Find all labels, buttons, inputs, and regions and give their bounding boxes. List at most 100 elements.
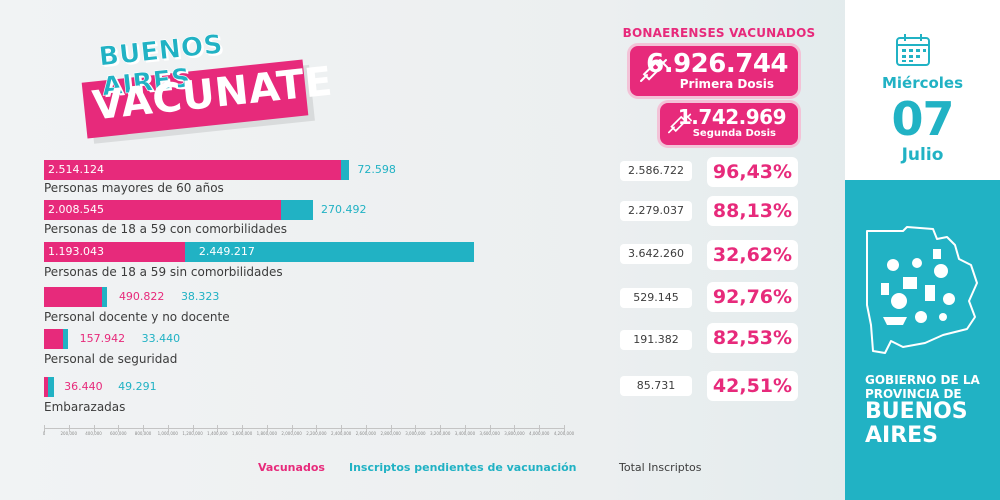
x-axis-tick-label: 3,200,000	[430, 431, 451, 436]
coverage-percentage: 32,62%	[707, 240, 798, 270]
x-axis-tick	[44, 425, 45, 432]
government-line3: BUENOS	[865, 399, 968, 424]
x-axis-tick-label: 1,000,000	[157, 431, 178, 436]
date-day: 07	[891, 92, 954, 146]
x-axis-tick-label: 2,000,000	[281, 431, 302, 436]
bar-label-vaccinated: 1.193.043	[48, 245, 104, 258]
date-weekday: Miércoles	[881, 74, 964, 92]
bar-label-pending: 270.492	[321, 203, 367, 216]
legend-pending: Inscriptos pendientes de vacunación	[349, 461, 577, 474]
x-axis-line	[44, 428, 564, 429]
total-inscribed-value: 191.382	[620, 330, 692, 350]
bar-segment-pending	[281, 200, 314, 220]
x-axis-tick	[143, 425, 145, 432]
bar-label-vaccinated: 157.942	[79, 332, 126, 345]
government-panel: GOBIERNO DE LA PROVINCIA DE BUENOS AIRES	[845, 180, 1000, 500]
government-name-small: GOBIERNO DE LA PROVINCIA DE	[865, 373, 980, 401]
x-axis-tick-label: 3,000,000	[405, 431, 426, 436]
x-axis-tick-label: 2,400,000	[330, 431, 352, 436]
bar-segment-vaccinated	[44, 329, 63, 349]
bar-segment-pending	[62, 329, 68, 349]
x-axis-tick	[415, 425, 417, 432]
bar-label-vaccinated: 36.440	[64, 380, 103, 393]
x-axis-tick-label: 1,200,000	[182, 431, 203, 436]
x-axis-tick-label: 1,800,000	[256, 431, 278, 436]
x-axis-tick-label: 1,600,000	[231, 431, 253, 436]
category-label: Personal de seguridad	[44, 352, 178, 366]
x-axis-tick	[291, 425, 293, 432]
coverage-percentage: 92,76%	[707, 282, 798, 312]
category-label: Personal docente y no docente	[44, 310, 230, 324]
x-axis-tick-label: 800,000	[134, 431, 152, 436]
x-axis-tick-label: 3,400,000	[454, 431, 476, 436]
coverage-percentage: 42,51%	[707, 371, 798, 401]
x-axis-tick-label: 400,000	[85, 431, 102, 436]
first-dose-box: 6.926.744 Primera Dosis	[630, 46, 798, 96]
vaccinated-title: BONAERENSES VACUNADOS	[622, 26, 816, 40]
second-dose-box: 1.742.969 Segunda Dosis	[660, 103, 798, 145]
x-axis-tick	[464, 425, 466, 432]
category-label: Embarazadas	[44, 400, 126, 414]
bar-label-pending: 38.323	[180, 290, 220, 303]
second-dose-value: 1.742.969	[677, 105, 787, 129]
bar-segment-vaccinated	[44, 242, 185, 262]
x-axis-tick	[564, 425, 565, 432]
bar-label-pending: 2.449.217	[198, 245, 255, 258]
x-axis-tick	[390, 425, 392, 432]
x-axis-tick	[514, 425, 516, 432]
government-name-big: BUENOS AIRES	[865, 400, 968, 448]
first-dose-label: Primera Dosis	[679, 77, 774, 91]
x-axis-tick-label: 2,200,000	[306, 431, 327, 436]
bar-label-vaccinated: 490.822	[118, 290, 165, 303]
first-dose-value: 6.926.744	[646, 49, 788, 79]
bar-segment-pending	[184, 242, 474, 262]
bar-label-vaccinated: 2.514.124	[48, 163, 104, 176]
bar-segment-vaccinated	[44, 160, 341, 180]
bar-label-vaccinated: 2.008.545	[48, 203, 104, 216]
x-axis-tick	[341, 425, 343, 432]
date-month: Julio	[901, 145, 944, 165]
total-inscribed-value: 85.731	[620, 376, 692, 396]
x-axis-tick	[93, 425, 95, 432]
syringe-icon	[638, 56, 670, 88]
date-panel: Miércoles 07 Julio	[845, 0, 1000, 180]
x-axis-tick-label: 0	[42, 431, 46, 436]
x-axis-tick	[217, 425, 219, 432]
x-axis-tick	[539, 425, 541, 432]
x-axis-tick	[440, 425, 442, 432]
x-axis: 0 200,000 400,000 600,000 800,000 1,000,000 1,…	[42, 424, 574, 438]
x-axis-tick-label: 200,000	[60, 431, 78, 436]
total-inscribed-value: 3.642.260	[620, 244, 692, 264]
legend-vaccinated: Vacunados	[258, 461, 325, 474]
government-line1: GOBIERNO DE LA	[865, 373, 980, 387]
x-axis-tick	[118, 425, 120, 432]
bar-segment-pending	[340, 160, 350, 180]
x-axis-tick-label: 600,000	[110, 431, 127, 436]
x-axis-tick	[68, 425, 70, 432]
x-axis-tick-label: 1,400,000	[207, 431, 228, 436]
bar-segment-vaccinated	[44, 287, 102, 307]
x-axis-tick	[489, 425, 491, 432]
x-axis-tick	[167, 425, 169, 432]
campaign-logo: BUENOS AIRES VACUNATE	[80, 25, 335, 139]
coverage-percentage: 88,13%	[707, 196, 798, 226]
coverage-percentage: 96,43%	[707, 157, 798, 187]
coverage-percentage: 82,53%	[707, 323, 798, 353]
syringe-icon	[666, 111, 694, 139]
legend-total: Total Inscriptos	[619, 461, 702, 474]
bar-segment-vaccinated	[44, 377, 49, 397]
second-dose-label: Segunda Dosis	[692, 128, 776, 139]
x-axis-tick	[242, 425, 244, 432]
x-axis-tick-label: 2,600,000	[355, 431, 377, 436]
x-axis-tick-label: 3,600,000	[479, 431, 500, 436]
province-map-icon	[863, 225, 983, 359]
calendar-icon	[895, 33, 931, 71]
total-inscribed-value: 529.145	[620, 288, 692, 308]
x-axis-tick-label: 3,800,000	[504, 431, 525, 436]
bar-label-pending: 49.291	[118, 380, 157, 393]
x-axis-tick-label: 2,800,000	[380, 431, 401, 436]
bar-segment-vaccinated	[44, 200, 282, 220]
bar-label-pending: 72.598	[357, 163, 396, 176]
x-axis-tick	[266, 425, 268, 432]
category-label: Personas de 18 a 59 sin comorbilidades	[44, 265, 283, 279]
